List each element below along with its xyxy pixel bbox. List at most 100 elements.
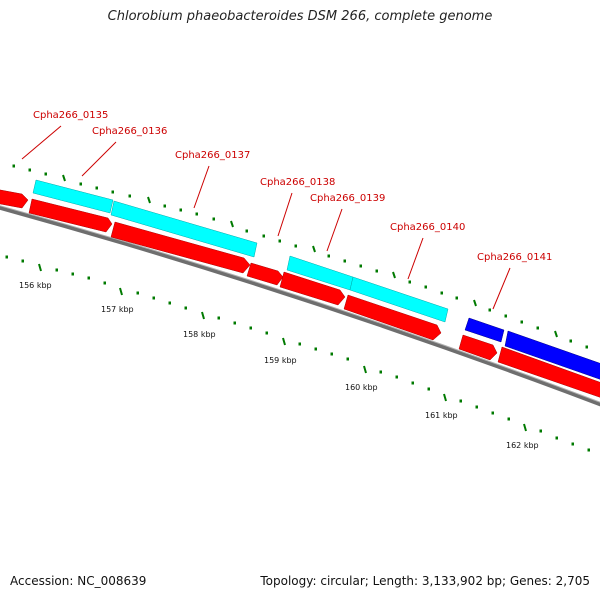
tick-mark: [408, 280, 411, 284]
tick-mark: [475, 405, 478, 409]
gene-block-highlight: [464, 317, 505, 343]
tick-mark: [424, 285, 427, 289]
tick-mark: [587, 448, 590, 452]
tick-mark: [392, 271, 396, 279]
scale-label-162: 162 kbp: [506, 441, 539, 450]
tick-mark: [5, 255, 8, 259]
scale-label-159: 159 kbp: [264, 356, 297, 365]
tick-mark: [212, 217, 215, 221]
leader-line-0135: [21, 125, 62, 160]
scale-label-158: 158 kbp: [183, 330, 216, 339]
tick-mark: [168, 301, 171, 305]
tick-mark: [488, 308, 491, 312]
tick-mark: [523, 423, 527, 432]
highlight-genes: [464, 317, 600, 380]
map-title: Chlorobium phaeobacteroides DSM 266, com…: [107, 9, 493, 24]
tick-mark: [136, 291, 139, 295]
gene-block-highlight: [504, 330, 600, 380]
tick-mark: [555, 436, 558, 440]
leader-line-0138: [277, 192, 293, 237]
accession-label: Accession: NC_008639: [10, 574, 147, 588]
tick-mark: [569, 339, 572, 343]
gene-label-0136: Cpha266_0136: [92, 126, 167, 137]
scale-labels: 156 kbp 157 kbp 158 kbp 159 kbp 160 kbp …: [19, 281, 539, 450]
tick-mark: [147, 196, 151, 204]
tick-mark: [539, 429, 542, 433]
tick-mark: [217, 316, 220, 320]
scale-label-157: 157 kbp: [101, 305, 134, 314]
tick-mark: [504, 314, 507, 318]
tick-mark: [298, 342, 301, 346]
leader-line-0141: [492, 267, 511, 310]
tick-mark: [507, 417, 510, 421]
gene-block-forward: [110, 200, 258, 258]
tick-mark: [55, 268, 58, 272]
gene-arrow-reverse: [246, 262, 284, 286]
leader-line-0139: [326, 208, 343, 252]
tick-mark: [327, 254, 330, 258]
gene-block-forward: [32, 179, 114, 214]
tick-mark: [12, 164, 15, 168]
tick-mark: [395, 375, 398, 379]
genome-backbone-highlight: [0, 205, 600, 403]
gene-labels: Cpha266_0135 Cpha266_0136 Cpha266_0137 C…: [33, 110, 552, 263]
tick-mark: [184, 306, 187, 310]
tick-mark: [375, 269, 378, 273]
tick-mark: [245, 229, 248, 233]
genome-info-label: Topology: circular; Length: 3,133,902 bp…: [260, 574, 590, 588]
gene-label-0140: Cpha266_0140: [390, 222, 465, 233]
tick-mark: [62, 174, 66, 182]
tick-mark: [87, 276, 90, 280]
tick-mark: [233, 321, 236, 325]
tick-mark: [103, 281, 106, 285]
tick-mark: [585, 345, 588, 349]
gene-arrow-reverse: [0, 189, 29, 209]
gene-arrow-reverse: [343, 294, 442, 341]
tick-mark: [443, 393, 447, 402]
leader-line-0140: [407, 237, 424, 280]
tick-mark: [71, 272, 74, 276]
tick-mark: [38, 263, 42, 272]
tick-mark: [21, 259, 24, 263]
reverse-strand-genes: [0, 189, 600, 398]
tick-mark: [455, 296, 458, 300]
gene-arrow-reverse: [497, 346, 600, 398]
leader-line-0136: [81, 141, 117, 177]
tick-mark: [111, 190, 114, 194]
tick-mark: [163, 204, 166, 208]
outer-tick-row: [12, 164, 588, 349]
tick-mark: [314, 347, 317, 351]
gene-arrow-reverse: [28, 198, 113, 233]
tick-mark: [571, 442, 574, 446]
gene-label-0139: Cpha266_0139: [310, 193, 385, 204]
forward-strand-genes: [32, 179, 449, 323]
tick-mark: [262, 234, 265, 238]
gene-arrow-reverse: [458, 334, 498, 361]
tick-mark: [440, 291, 443, 295]
gene-label-0137: Cpha266_0137: [175, 150, 250, 161]
tick-mark: [411, 381, 414, 385]
tick-mark: [536, 326, 539, 330]
tick-mark: [312, 245, 316, 253]
tick-mark: [359, 264, 362, 268]
scale-label-161: 161 kbp: [425, 411, 458, 420]
tick-mark: [79, 182, 82, 186]
genome-backbone: [0, 205, 600, 407]
leader-line-0137: [193, 165, 210, 209]
gene-arrow-reverse: [279, 271, 346, 306]
tick-mark: [278, 239, 281, 243]
gene-label-0138: Cpha266_0138: [260, 177, 335, 188]
tick-mark: [554, 330, 558, 338]
tick-mark: [363, 365, 367, 374]
tick-mark: [282, 337, 286, 346]
tick-mark: [379, 370, 382, 374]
inner-tick-row: [5, 255, 590, 452]
tick-mark: [179, 208, 182, 212]
gene-label-0135: Cpha266_0135: [33, 110, 108, 121]
gene-arrow-reverse: [110, 221, 251, 274]
tick-mark: [459, 399, 462, 403]
scale-label-156: 156 kbp: [19, 281, 52, 290]
tick-mark: [230, 220, 234, 228]
tick-mark: [195, 212, 198, 216]
